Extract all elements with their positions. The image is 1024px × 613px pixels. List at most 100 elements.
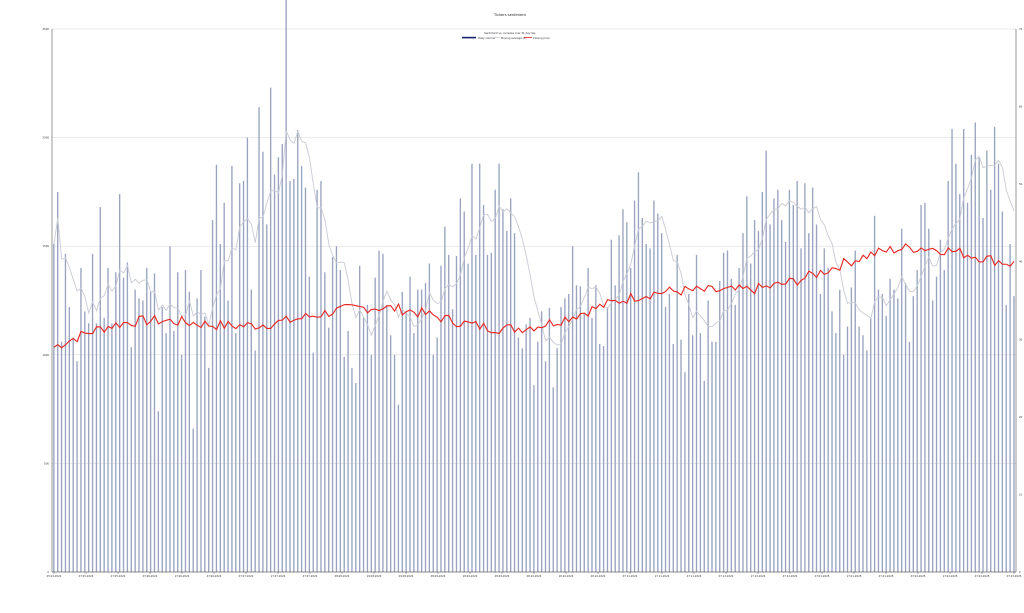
y-right-tick-label: 0: [1019, 570, 1021, 574]
volume-bar: [835, 333, 837, 572]
y-left-tick-label: 1000: [42, 353, 49, 357]
volume-bar: [88, 323, 90, 572]
volume-bar: [238, 183, 241, 572]
volume-bar: [227, 300, 229, 572]
volume-bar: [815, 224, 818, 573]
volume-bar: [513, 233, 516, 573]
y-left-tick-label: 500: [44, 461, 49, 465]
volume-bar: [273, 174, 276, 572]
volume-bar: [169, 246, 171, 572]
volume-bar: [862, 335, 864, 572]
volume-bar: [432, 354, 434, 572]
legend-ma-label: Moving Average (8): [501, 36, 526, 40]
volume-bar: [95, 323, 98, 572]
volume-bar: [196, 298, 198, 572]
volume-bar: [560, 307, 562, 572]
volume-bar: [738, 267, 740, 572]
volume-bar: [142, 300, 144, 572]
volume-bar: [211, 220, 214, 572]
volume-bar: [885, 315, 887, 572]
volume-bar: [637, 172, 640, 572]
x-tick-label: 08.09.2024: [431, 574, 446, 578]
volume-bar: [1001, 211, 1004, 572]
volume-bar: [750, 263, 752, 572]
volume-bar: [188, 291, 191, 572]
volume-bar: [339, 270, 342, 572]
volume-bar: [931, 300, 934, 572]
volume-bar: [982, 217, 984, 572]
volume-bar: [111, 323, 113, 572]
volume-bar: [335, 246, 338, 572]
volume-bar: [115, 272, 117, 572]
volume-bar: [215, 164, 218, 572]
volume-bar: [479, 163, 481, 572]
volume-bar: [722, 252, 725, 572]
volume-bar: [281, 144, 283, 572]
y-left-tick-label: 1500: [42, 244, 49, 248]
volume-bar: [970, 154, 973, 573]
volume-bar: [126, 262, 129, 572]
volume-bar: [506, 231, 508, 572]
x-tick-label: 08.08.2024: [335, 574, 350, 578]
volume-bar: [761, 191, 763, 572]
volume-bar: [765, 150, 767, 572]
volume-bar: [157, 411, 160, 572]
volume-bar: [947, 181, 949, 573]
y-left-tick-label: 0: [47, 570, 49, 574]
volume-bar: [223, 202, 225, 572]
volume-bar: [873, 215, 876, 573]
x-tick-label: 28.09.2024: [495, 574, 510, 578]
volume-bar: [796, 181, 798, 573]
volume-bar: [540, 311, 543, 572]
volume-bar: [959, 194, 961, 572]
volume-bar: [924, 202, 926, 572]
volume-bar: [184, 270, 187, 572]
volume-bar: [792, 204, 794, 572]
volume-bar: [219, 244, 221, 572]
volume-bar: [417, 289, 419, 572]
y-left-tick-label: 2000: [42, 136, 49, 140]
tick-labels: 0 500 1000 1500 2000 2500 0 10 20 30 40 50 60 70 25.04…: [42, 27, 1022, 578]
volume-bar: [420, 289, 423, 572]
legend-title: Sentiment vs. increase over 31-day SLL: [484, 31, 536, 35]
volume-bar: [908, 341, 911, 572]
volume-bar: [707, 300, 709, 572]
volume-bar: [784, 241, 787, 573]
volume-bar: [374, 277, 376, 572]
volume-bar: [99, 207, 101, 572]
volume-bar: [343, 356, 345, 572]
x-tick-label: 07.06.2024: [143, 574, 158, 578]
volume-bar: [823, 248, 825, 572]
volume-bar: [467, 263, 469, 572]
x-tick-label: 07.01.2025: [815, 574, 830, 578]
x-tick-label: 27.02.2025: [975, 574, 990, 578]
volume-bar: [591, 317, 593, 572]
volume-bar: [521, 348, 523, 572]
legend-swatch-volume: [462, 36, 476, 39]
x-tick-label: 27.07.2024: [303, 574, 318, 578]
volume-bar: [858, 326, 860, 572]
volume-bar: [990, 189, 992, 573]
volume-bar: [571, 246, 574, 572]
volume-bar: [746, 196, 748, 573]
volume-bar: [1013, 296, 1015, 572]
volume-bar: [548, 308, 551, 572]
y-right-tick-label: 40: [1019, 260, 1023, 264]
volume-bar: [362, 317, 365, 572]
volume-bar: [246, 137, 249, 572]
volume-bar: [854, 250, 856, 573]
volume-bar: [165, 333, 167, 572]
volume-bar: [657, 213, 659, 572]
volume-bar: [510, 198, 512, 573]
x-tick-label: 19.08.2024: [367, 574, 382, 578]
volume-bar: [928, 228, 930, 572]
x-tick-label: 07.07.2024: [239, 574, 254, 578]
volume-bar: [691, 335, 694, 572]
volume-bar: [866, 350, 868, 572]
volume-bar: [177, 272, 179, 572]
y-left-tick-label: 2500: [42, 27, 49, 31]
volume-bar: [684, 372, 686, 572]
volume-bar: [173, 330, 175, 572]
volume-bar: [242, 181, 245, 573]
volume-bar: [587, 267, 589, 572]
